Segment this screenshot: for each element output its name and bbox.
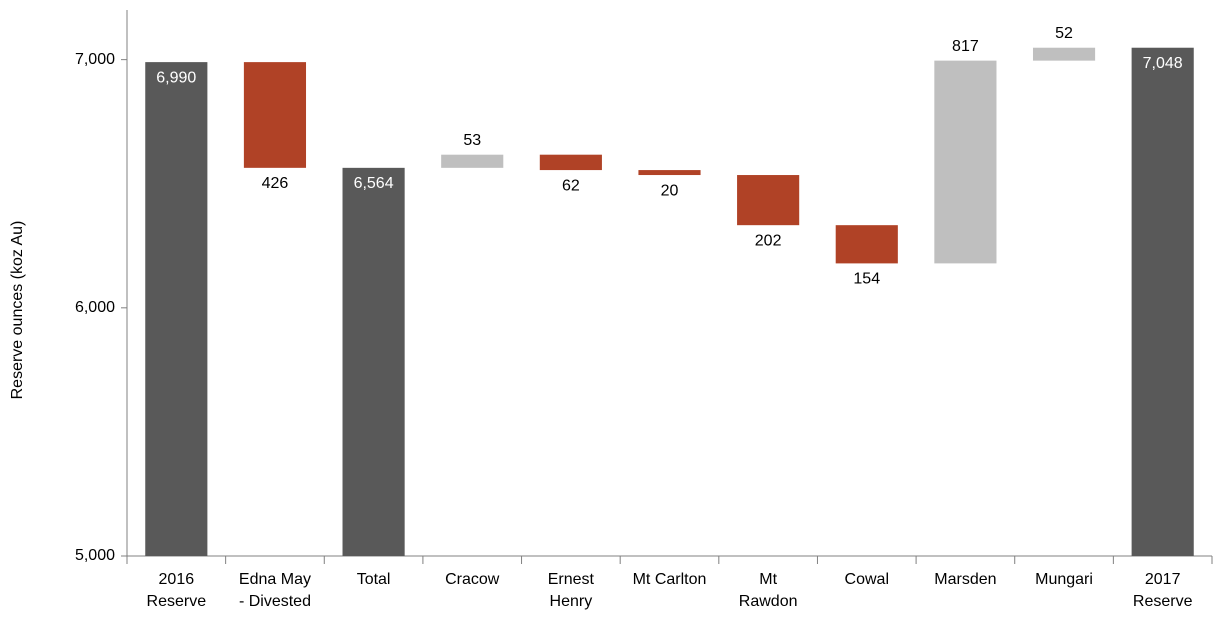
y-tick-label: 7,000 xyxy=(75,51,115,68)
bar xyxy=(342,167,405,557)
data-label: 202 xyxy=(755,232,782,249)
x-tick-label: Ernest xyxy=(548,571,595,588)
x-tick-label: 2016 xyxy=(159,571,195,588)
data-label: 6,564 xyxy=(354,175,394,192)
y-axis-label: Reserve ounces (koz Au) xyxy=(9,221,26,400)
x-tick-label: Marsden xyxy=(934,571,996,588)
data-label: 52 xyxy=(1055,25,1073,42)
data-label: 817 xyxy=(952,38,979,55)
x-tick-label: Reserve xyxy=(147,593,207,610)
x-tick-label: Henry xyxy=(550,593,593,610)
x-tick-label: Rawdon xyxy=(739,593,798,610)
bar xyxy=(1032,47,1096,61)
bar xyxy=(441,154,504,168)
bar xyxy=(934,60,997,264)
x-tick-label: Total xyxy=(357,571,391,588)
x-tick-label: Cowal xyxy=(845,571,889,588)
data-label: 53 xyxy=(463,132,481,149)
data-label: 426 xyxy=(262,175,289,192)
bar xyxy=(638,170,701,176)
x-tick-label: Mt Carlton xyxy=(633,571,707,588)
bar xyxy=(145,62,208,556)
y-tick-label: 6,000 xyxy=(75,299,115,316)
x-tick-label: Reserve xyxy=(1133,593,1193,610)
bar xyxy=(835,225,898,264)
x-tick-label: Mt xyxy=(759,571,777,588)
data-label: 154 xyxy=(853,271,880,288)
bar xyxy=(1131,47,1194,557)
data-label: 6,990 xyxy=(156,69,196,86)
x-tick-label: 2017 xyxy=(1145,571,1181,588)
bar xyxy=(539,154,602,171)
x-tick-label: Mungari xyxy=(1035,571,1093,588)
data-label: 7,048 xyxy=(1143,55,1183,72)
data-label: 20 xyxy=(661,182,679,199)
x-tick-label: Cracow xyxy=(445,571,500,588)
bar xyxy=(243,62,307,168)
x-tick-label: - Divested xyxy=(239,593,311,610)
data-label: 62 xyxy=(562,177,580,194)
x-tick-label: Edna May xyxy=(239,571,311,588)
y-tick-label: 5,000 xyxy=(75,547,115,564)
bar xyxy=(737,175,800,226)
